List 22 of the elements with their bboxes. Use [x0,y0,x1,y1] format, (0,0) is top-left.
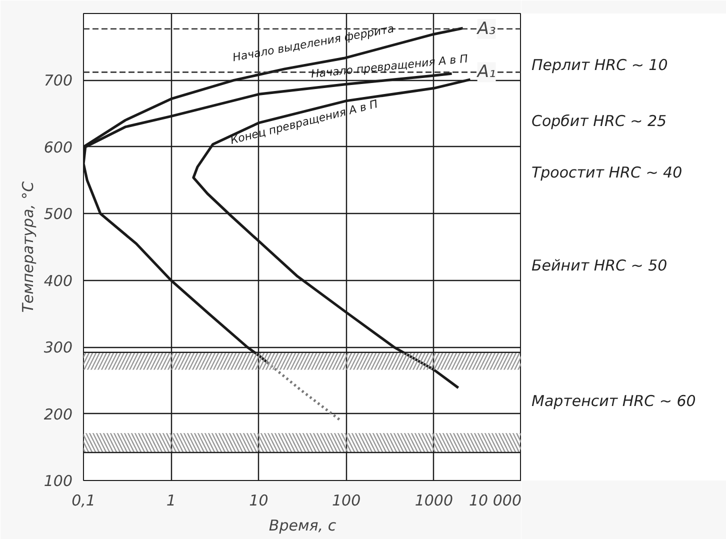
y-tick-label: 600 [44,138,73,156]
y-tick-label: 500 [44,205,73,224]
y-tick-label: 700 [44,72,73,90]
y-tick-label: 400 [44,272,73,290]
text: Мартенсит HRC ~ 60 [532,392,696,410]
y-tick-label: 200 [44,405,73,424]
text: Бейнит HRC ~ 50 [532,256,668,275]
x-tick-label: 0,1 [72,492,96,510]
x-tick-label: 10 [249,492,268,510]
y-axis-title: Температура, °С [18,180,37,313]
y-tick-label: 300 [44,338,73,357]
text: Сорбит HRC ~ 25 [532,112,667,130]
x-tick-label: 1 [166,492,176,510]
y-tick-label: 100 [44,472,73,490]
x-tick-label: 1000 [414,492,453,510]
x-tick-label: 10 000 [469,492,522,510]
x-tick-label: 100 [332,492,361,510]
x-axis-title: Время, с [268,516,337,534]
ref-line-label: A₃ [476,18,496,39]
text: Перлит HRC ~ 10 [532,56,668,74]
ref-line-label: A₁ [476,62,496,82]
text: Троостит HRC ~ 40 [532,163,682,182]
